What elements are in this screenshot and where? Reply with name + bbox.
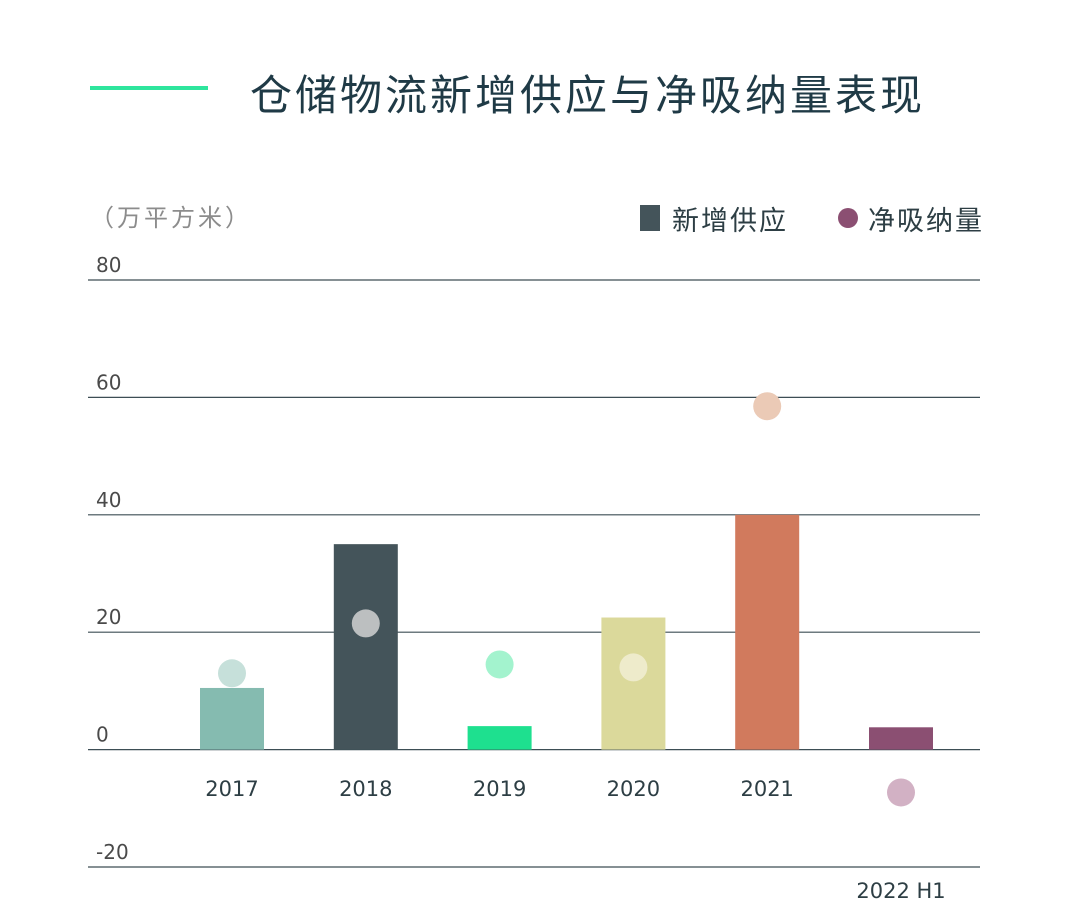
title-accent-line [90,86,208,90]
y-tick-label: 40 [96,488,121,512]
y-tick-label: 80 [96,253,121,277]
bar-supply [200,687,264,750]
absorption-point [619,653,648,682]
bar-supply [735,514,800,750]
x-tick-label: 2020 [607,777,660,801]
legend-square-icon [640,205,660,231]
bar-supply [333,544,398,750]
bar-supply [869,727,933,750]
absorption-point [485,650,514,679]
x-tick-label: 2017 [205,777,258,801]
x-tick-label: 2019 [473,777,526,801]
absorption-point [351,609,380,638]
legend-dot-icon [838,208,858,228]
bars [200,514,933,750]
absorption-points [218,392,915,807]
absorption-point [887,778,915,807]
x-tick-label: 2018 [339,777,392,801]
unit-label: （万平方米） [90,204,252,232]
y-tick-label: 20 [96,605,121,629]
x-tick-labels: 2017 2018 2019 2020 2021 2022 H1 [205,777,945,903]
legend-absorption-label: 净吸纳量 [868,205,984,237]
absorption-point [218,659,246,688]
y-tick-label: -20 [96,840,129,864]
legend-item-absorption: 净吸纳量 [838,198,984,238]
absorption-point [753,392,782,421]
bar-supply [467,726,532,750]
chart-title: 仓储物流新增供应与净吸纳量表现 [250,71,926,120]
legend-item-supply: 新增供应 [640,198,788,238]
bar-supply [601,617,666,750]
gridlines: -20 0 20 40 60 80 [88,253,980,868]
x-tick-label: 2021 [740,777,793,801]
y-tick-label: 0 [96,723,109,747]
y-tick-label: 60 [96,370,121,394]
legend-supply-label: 新增供应 [672,205,788,237]
x-tick-label: 2022 H1 [856,879,945,903]
